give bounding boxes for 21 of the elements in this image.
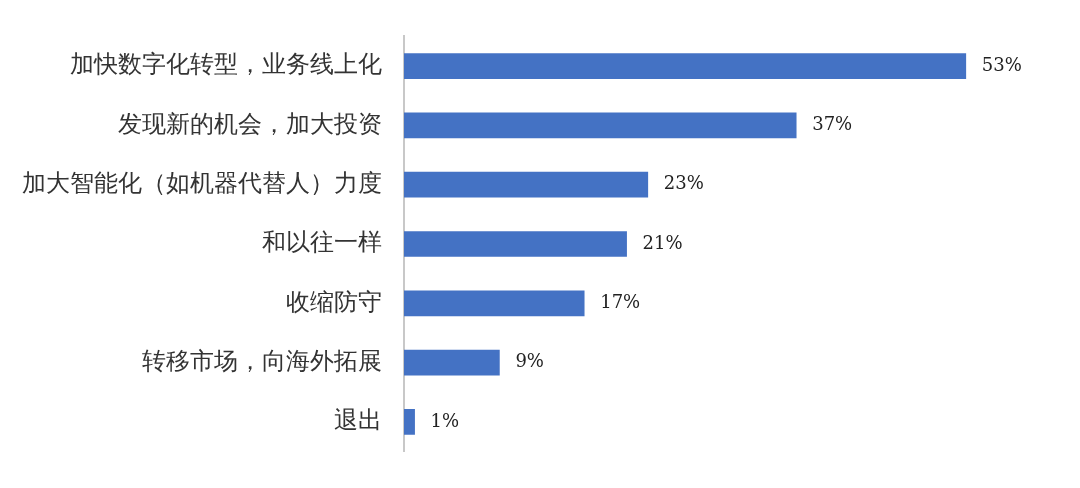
y-tick-label: 发现新的机会，加大投资 bbox=[118, 109, 382, 138]
data-label: 53% bbox=[981, 53, 1022, 75]
bar bbox=[404, 290, 585, 317]
data-label: 21% bbox=[642, 231, 683, 253]
data-label: 17% bbox=[600, 290, 641, 312]
data-label: 1% bbox=[430, 409, 460, 431]
bar bbox=[404, 349, 500, 376]
data-label: 9% bbox=[515, 350, 544, 372]
data-label: 23% bbox=[663, 172, 704, 194]
y-tick-label: 转移市场，向海外拓展 bbox=[142, 346, 382, 375]
y-tick-label: 退出 bbox=[334, 406, 382, 435]
bar bbox=[404, 409, 415, 435]
bar bbox=[404, 53, 967, 79]
y-tick-label: 和以往一样 bbox=[262, 228, 382, 257]
bar bbox=[404, 231, 627, 257]
bar bbox=[404, 171, 649, 198]
y-tick-label: 收缩防守 bbox=[286, 287, 382, 316]
bar bbox=[404, 112, 797, 139]
y-tick-label: 加大智能化（如机器代替人）力度 bbox=[22, 168, 382, 197]
data-label: 37% bbox=[812, 113, 853, 135]
y-tick-label: 加快数字化转型，业务线上化 bbox=[70, 50, 382, 79]
